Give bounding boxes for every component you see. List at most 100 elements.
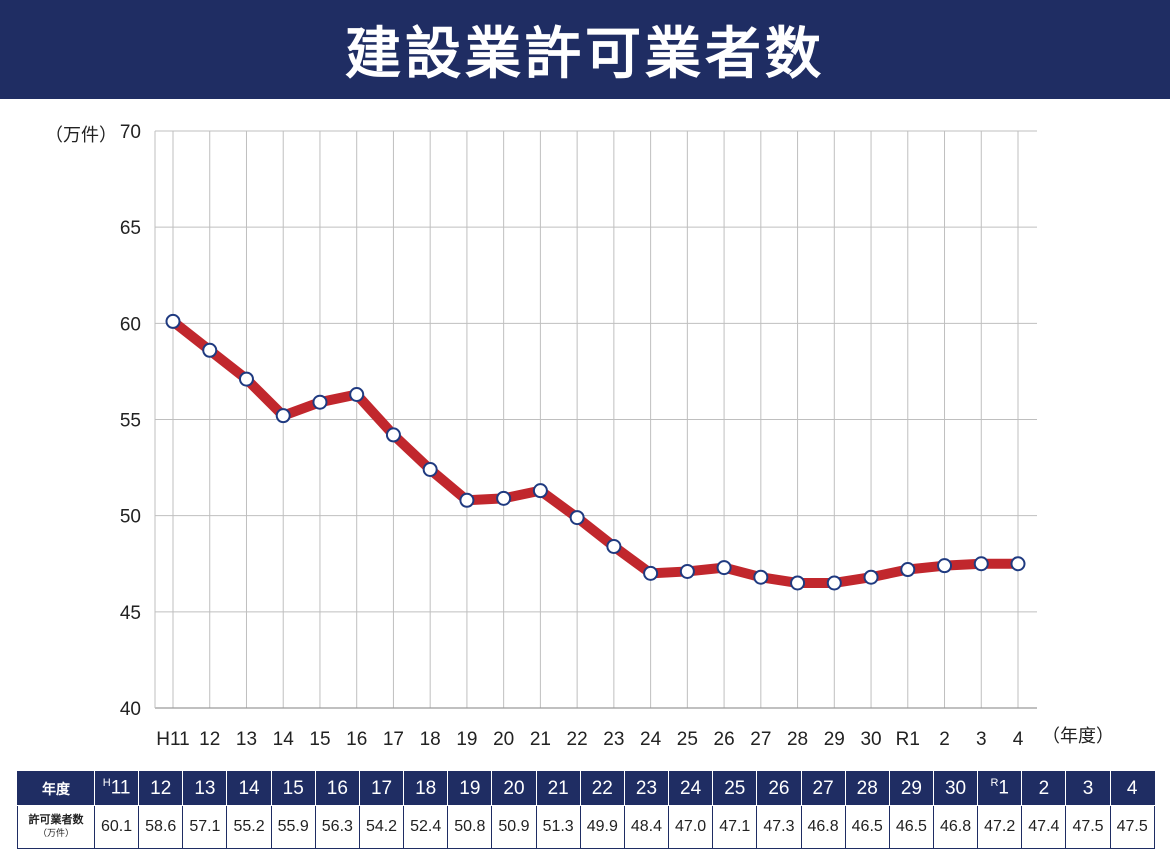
year-number: 16	[326, 777, 348, 799]
y-tick-label: 50	[120, 507, 141, 528]
table-value-cell: 58.6	[138, 805, 184, 849]
year-number: 4	[1126, 777, 1138, 799]
data-point	[826, 575, 842, 591]
year-number: 24	[680, 777, 702, 799]
table-value-cell: 60.1	[93, 805, 140, 849]
table-year-cell: 29	[888, 771, 934, 806]
data-point	[459, 492, 475, 508]
year-number: 18	[415, 777, 437, 799]
table-value-cell: 49.9	[579, 805, 625, 849]
table-value-cell: 50.9	[491, 805, 537, 849]
data-point	[238, 371, 254, 387]
y-tick-label: 40	[120, 699, 141, 720]
data-point	[349, 386, 365, 402]
table-value-cell: 47.0	[668, 805, 714, 849]
data-point	[863, 569, 879, 585]
table-value-cell: 51.3	[535, 805, 581, 849]
table-value-cell: 46.5	[888, 805, 934, 849]
x-tick-label: H11	[156, 729, 189, 750]
table-value-cell: 55.9	[270, 805, 316, 849]
x-tick-label: 14	[273, 729, 295, 750]
year-number: 22	[591, 777, 613, 799]
table-year-cell: 2	[1021, 771, 1067, 806]
table-year-cell: R1	[977, 771, 1023, 806]
table-value-cell: 47.5	[1109, 805, 1155, 849]
year-number: 15	[282, 777, 304, 799]
table-year-cell: 22	[579, 771, 625, 806]
data-point	[643, 565, 659, 581]
data-point	[385, 427, 401, 443]
data-point	[1010, 556, 1026, 572]
year-number: 23	[635, 777, 658, 799]
series-line	[168, 316, 1023, 588]
table-year-cell: 20	[491, 771, 537, 806]
x-tick-label: 20	[493, 729, 514, 750]
data-point	[202, 342, 218, 358]
year-number: 30	[944, 777, 967, 799]
table-year-cell: 23	[623, 771, 670, 806]
table-year-cell: 25	[712, 771, 758, 806]
table-value-cell: 46.8	[800, 805, 846, 849]
year-number: 12	[150, 777, 172, 799]
chart-grid	[155, 130, 1037, 709]
table-value-cell: 55.2	[226, 805, 272, 849]
table-year-cell: 15	[270, 771, 316, 806]
year-number: 26	[768, 777, 790, 799]
year-number: 3	[1082, 777, 1094, 799]
table-year-cell: 28	[844, 771, 890, 806]
year-number: 1	[998, 777, 1009, 799]
data-point	[679, 563, 695, 579]
x-tick-label: 16	[346, 729, 367, 750]
year-number: 11	[110, 777, 131, 799]
table-value-cell: 54.2	[358, 805, 405, 849]
y-tick-label: 55	[120, 411, 141, 432]
x-tick-label: 27	[750, 729, 771, 750]
x-tick-label: 4	[1013, 729, 1024, 750]
table-year-cell: 3	[1065, 771, 1111, 806]
x-tick-label: R1	[896, 729, 920, 750]
x-tick-label: 26	[714, 729, 735, 750]
table-value-cell: 48.4	[623, 805, 670, 849]
table-value-cell: 46.8	[932, 805, 979, 849]
x-tick-label: 17	[383, 729, 404, 750]
data-point	[716, 560, 732, 576]
year-number: 28	[856, 777, 878, 799]
x-tick-label: 2	[939, 729, 950, 750]
table-year-cell: 19	[447, 771, 493, 806]
data-point	[790, 575, 806, 591]
x-tick-label: 22	[567, 729, 588, 750]
x-tick-label: 12	[199, 729, 220, 750]
data-point	[753, 569, 769, 585]
chart-series	[165, 313, 1026, 591]
data-point	[312, 394, 328, 410]
x-tick-label: 29	[824, 729, 845, 750]
title-bar: 建設業許可業者数	[0, 0, 1170, 99]
x-tick-label: 15	[309, 729, 330, 750]
table-value-cell: 47.3	[756, 805, 802, 849]
table-year-cell: 12	[138, 771, 184, 806]
x-tick-label: 23	[603, 729, 624, 750]
table-year-cell: 18	[403, 771, 449, 806]
y-tick-label: 65	[120, 218, 141, 239]
table-year-cell: 24	[668, 771, 714, 806]
table-year-cell: 26	[756, 771, 802, 806]
data-point	[937, 558, 953, 574]
x-tick-label: 21	[530, 729, 551, 750]
table-value-cell: 50.8	[447, 805, 493, 849]
year-number: 21	[547, 777, 569, 799]
table-header-row: 年度 H11 12 13 14 15 16 17 18 19 20 21 22 23 24 25 26 27 28…	[17, 771, 1155, 806]
table-value-cell: 47.5	[1065, 805, 1111, 849]
table-value-cell: 47.1	[712, 805, 758, 849]
year-number: 19	[459, 777, 481, 799]
data-point	[496, 490, 512, 506]
table-year-cell: 4	[1109, 771, 1155, 806]
era-prefix: R	[990, 777, 999, 790]
table-value-cell: 57.1	[182, 805, 228, 849]
data-point	[973, 556, 989, 572]
table-value-cell: 47.4	[1021, 805, 1067, 849]
table-year-cell: 30	[932, 771, 979, 806]
data-point	[275, 408, 291, 424]
data-point	[532, 483, 548, 499]
table-year-cell: 17	[358, 771, 405, 806]
